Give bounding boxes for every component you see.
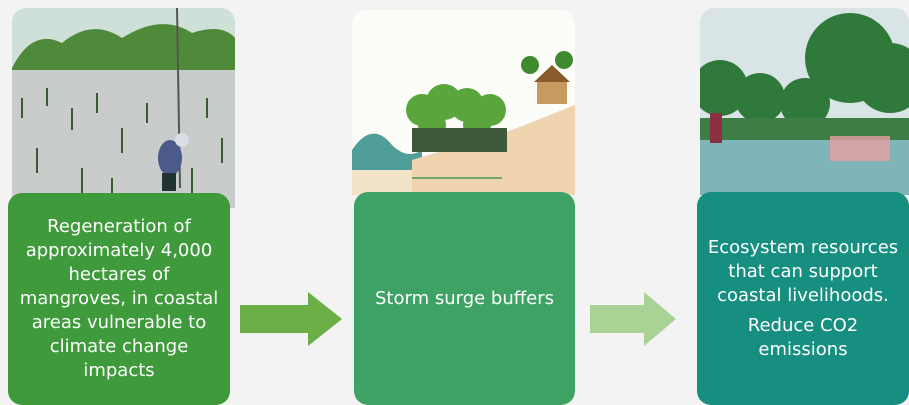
regeneration-box: Regeneration of approximately 4,000 hect… (8, 193, 230, 405)
arrow (240, 292, 342, 346)
storm-surge-box: Storm surge buffers (354, 192, 575, 405)
box-subtext: Reduce CO2 emissions (707, 314, 899, 362)
mangrove-photo (12, 8, 235, 208)
storm-surge-illustration (352, 10, 575, 195)
diagram: Regeneration of approximately 4,000 hect… (0, 0, 909, 405)
coastal-ecosystem-photo (700, 8, 909, 195)
box-text: Ecosystem resources that can support coa… (707, 236, 899, 308)
box-text: Storm surge buffers (375, 287, 554, 311)
ecosystem-box: Ecosystem resources that can support coa… (697, 192, 909, 405)
box-text: Regeneration of approximately 4,000 hect… (18, 215, 220, 383)
arrow (590, 292, 676, 346)
